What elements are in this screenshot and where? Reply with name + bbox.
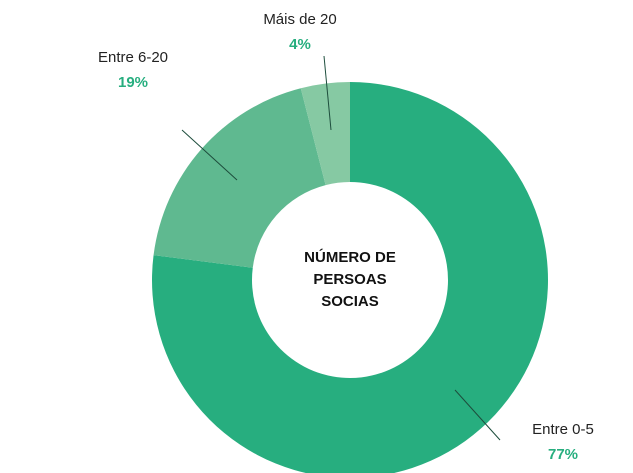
value-label: 19% [118,74,148,91]
donut-slice [153,88,326,268]
slice-label: Máis de 20 [263,11,336,28]
value-label: 77% [548,446,578,463]
leader-line [181,129,238,181]
center-label: PERSOAS [313,271,386,288]
donut-slice [300,82,350,186]
donut-slice [152,82,548,473]
leader-line [323,55,332,131]
center-label: SOCIAS [321,293,379,310]
slice-label: Entre 6-20 [98,49,168,66]
value-label: 4% [289,36,311,53]
center-label: NÚMERO DE [304,248,396,266]
leader-line [454,389,501,441]
slice-label: Entre 0-5 [532,421,594,438]
